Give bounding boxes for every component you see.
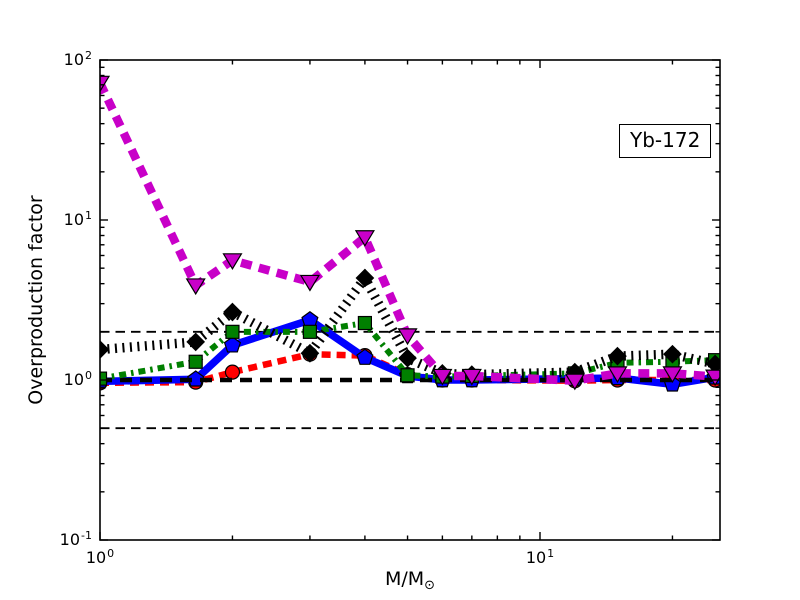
data-marker-square: [100, 371, 108, 386]
data-marker-square: [400, 368, 415, 383]
data-marker-triangle-down: [461, 368, 482, 386]
data-marker-triangle-down: [222, 253, 243, 270]
y-tick-label-100: 102: [63, 48, 92, 69]
plot-frame: [99, 59, 721, 541]
data-marker-triangle-down: [662, 366, 683, 384]
data-marker-diamond: [300, 343, 320, 363]
plot-area: [100, 75, 720, 430]
data-marker-diamond: [608, 346, 627, 366]
isotope-label: Yb-172: [619, 124, 712, 158]
data-marker-square: [188, 354, 203, 369]
data-marker-square: [225, 324, 240, 339]
data-marker-diamond: [223, 302, 242, 322]
data-marker-diamond: [186, 332, 206, 352]
data-marker-triangle-down: [354, 230, 375, 247]
data-marker-pentagon: [223, 336, 242, 353]
data-marker-pentagon: [187, 370, 205, 387]
data-marker-triangle-down: [100, 75, 111, 93]
series-line-magenta-dashed: [100, 81, 716, 385]
data-marker-diamond: [100, 340, 110, 359]
y-tick-label-0p1: 10-1: [59, 528, 92, 549]
data-marker-diamond: [398, 348, 417, 368]
series-magenta-dashed: [100, 75, 720, 391]
data-marker-circle: [224, 364, 241, 380]
y-tick-label-10: 101: [63, 208, 92, 229]
data-marker-triangle-down: [185, 278, 206, 296]
series-line-black-dotted: [100, 269, 717, 380]
data-marker-diamond: [663, 344, 682, 364]
x-tick-label-1: 100: [85, 546, 115, 567]
data-marker-triangle-down: [397, 328, 418, 346]
data-marker-triangle-down: [564, 373, 585, 391]
y-tick-label-1: 100: [63, 368, 92, 389]
data-marker-triangle-down: [299, 274, 320, 292]
data-marker-triangle-down: [432, 368, 453, 386]
axis-ticks: [99, 59, 720, 541]
data-marker-square: [357, 315, 373, 331]
x-tick-label-10: 101: [525, 546, 555, 567]
data-marker-diamond: [355, 268, 375, 288]
y-axis-label: Overproduction factor: [25, 195, 47, 405]
data-marker-triangle-down: [607, 366, 628, 384]
data-marker-square: [302, 324, 318, 339]
sun-symbol: ⊙: [424, 578, 436, 593]
x-axis-label: M/M⊙: [384, 568, 436, 593]
data-marker-pentagon: [356, 348, 374, 365]
data-marker-pentagon: [301, 310, 319, 328]
